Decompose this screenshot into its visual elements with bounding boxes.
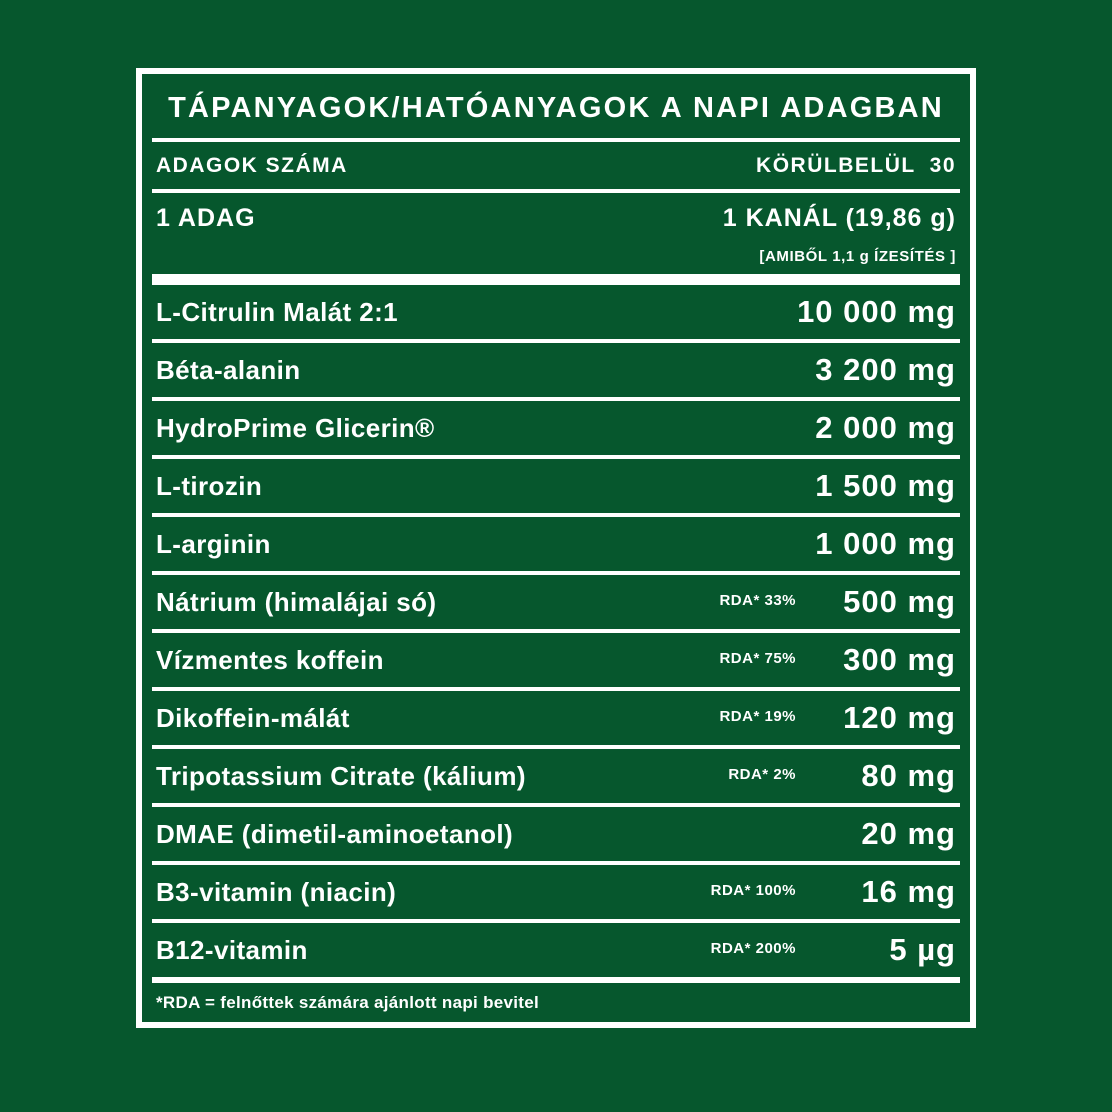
ingredient-amount-group: RDA* 33% 500 mg [719, 584, 956, 620]
ingredient-row: Nátrium (himalájai só) RDA* 33% 500 mg [152, 575, 960, 629]
ingredient-value: 120 mg [843, 700, 956, 735]
ingredient-value: 5 µg [889, 932, 956, 967]
ingredient-value: 500 mg [843, 584, 956, 619]
ingredient-name: Tripotassium Citrate (kálium) [156, 760, 526, 791]
footnote-divider [152, 977, 960, 983]
ingredient-rda: RDA* 33% [719, 591, 796, 609]
ingredient-amount-group: RDA* 200% 5 µg [711, 932, 956, 968]
ingredient-row: L-tirozin 1 500 mg [152, 459, 960, 513]
ingredient-value: 2 000 mg [815, 410, 956, 445]
ingredient-name: L-arginin [156, 528, 271, 559]
panel-title: TÁPANYAGOK/HATÓANYAGOK A NAPI ADAGBAN [168, 91, 944, 124]
ingredient-value: 80 mg [861, 758, 956, 793]
divider [152, 189, 960, 193]
ingredient-rda: RDA* 2% [728, 765, 796, 783]
ingredient-value: 300 mg [843, 642, 956, 677]
ingredient-row: L-Citrulin Malát 2:1 10 000 mg [152, 285, 960, 339]
serving-size-label: 1 ADAG [156, 203, 256, 232]
divider [152, 513, 960, 517]
serving-size-note: [AMIBŐL 1,1 g ÍZESÍTÉS ] [759, 248, 956, 265]
ingredient-rda: RDA* 19% [719, 707, 796, 725]
divider [152, 138, 960, 142]
ingredient-amount-group: 1 500 mg [796, 468, 956, 504]
ingredient-value: 20 mg [861, 816, 956, 851]
servings-label: ADAGOK SZÁMA [156, 153, 348, 177]
ingredient-row: B3-vitamin (niacin) RDA* 100% 16 mg [152, 865, 960, 919]
ingredient-amount-group: RDA* 19% 120 mg [719, 700, 956, 736]
ingredient-name: Béta-alanin [156, 354, 301, 385]
ingredient-rda: RDA* 200% [710, 939, 796, 957]
ingredient-amount-group: RDA* 75% 300 mg [719, 642, 956, 678]
divider [152, 861, 960, 865]
ingredient-row: Tripotassium Citrate (kálium) RDA* 2% 80… [152, 749, 960, 803]
ingredient-amount-group: RDA* 2% 80 mg [728, 758, 956, 794]
ingredient-value: 1 000 mg [815, 526, 956, 561]
ingredient-name: DMAE (dimetil-aminoetanol) [156, 818, 514, 849]
divider [152, 455, 960, 459]
ingredient-row: Vízmentes koffein RDA* 75% 300 mg [152, 633, 960, 687]
ingredient-name: B3-vitamin (niacin) [156, 876, 397, 907]
ingredient-name: B12-vitamin [156, 934, 308, 965]
ingredient-rda: RDA* 75% [719, 649, 796, 667]
ingredient-row: DMAE (dimetil-aminoetanol) 20 mg [152, 807, 960, 861]
ingredient-name: Dikoffein-málát [156, 702, 350, 733]
ingredient-name: L-tirozin [156, 470, 263, 501]
ingredient-amount-group: RDA* 100% 16 mg [711, 874, 956, 910]
divider [152, 629, 960, 633]
divider [152, 919, 960, 923]
panel-title-row: TÁPANYAGOK/HATÓANYAGOK A NAPI ADAGBAN [152, 78, 960, 138]
divider [152, 687, 960, 691]
divider [152, 745, 960, 749]
ingredient-name: L-Citrulin Malát 2:1 [156, 296, 399, 327]
ingredient-row: Béta-alanin 3 200 mg [152, 343, 960, 397]
ingredient-value: 1 500 mg [815, 468, 956, 503]
divider [152, 339, 960, 343]
serving-size-value: 1 KANÁL (19,86 g) [722, 203, 956, 232]
ingredient-rda: RDA* 100% [710, 881, 796, 899]
ingredient-row: L-arginin 1 000 mg [152, 517, 960, 571]
ingredient-name: Nátrium (himalájai só) [156, 586, 437, 617]
ingredient-amount-group: 2 000 mg [796, 410, 956, 446]
ingredient-amount-group: 10 000 mg [787, 294, 956, 330]
servings-value: KÖRÜLBELÜL 30 [756, 153, 956, 177]
ingredient-value: 16 mg [861, 874, 956, 909]
ingredient-value: 3 200 mg [815, 352, 956, 387]
divider [152, 397, 960, 401]
servings-row: ADAGOK SZÁMA KÖRÜLBELÜL 30 [152, 142, 960, 189]
ingredient-name: HydroPrime Glicerin® [156, 412, 435, 443]
ingredient-amount-group: 3 200 mg [796, 352, 956, 388]
footnote-row: *RDA = felnőttek számára ajánlott napi b… [152, 983, 960, 1022]
ingredient-row: B12-vitamin RDA* 200% 5 µg [152, 923, 960, 977]
ingredient-row: HydroPrime Glicerin® 2 000 mg [152, 401, 960, 455]
nutrition-facts-panel: TÁPANYAGOK/HATÓANYAGOK A NAPI ADAGBAN AD… [136, 68, 976, 1028]
serving-size-note-row: [AMIBŐL 1,1 g ÍZESÍTÉS ] [152, 243, 960, 274]
divider [152, 803, 960, 807]
ingredient-value: 10 000 mg [797, 294, 956, 329]
rda-footnote: *RDA = felnőttek számára ajánlott napi b… [156, 992, 540, 1012]
ingredient-row: Dikoffein-málát RDA* 19% 120 mg [152, 691, 960, 745]
divider [152, 571, 960, 575]
ingredient-amount-group: 20 mg [796, 816, 956, 852]
thick-divider [152, 274, 960, 285]
ingredient-name: Vízmentes koffein [156, 644, 384, 675]
serving-size-row: 1 ADAG 1 KANÁL (19,86 g) [152, 193, 960, 243]
ingredient-amount-group: 1 000 mg [796, 526, 956, 562]
